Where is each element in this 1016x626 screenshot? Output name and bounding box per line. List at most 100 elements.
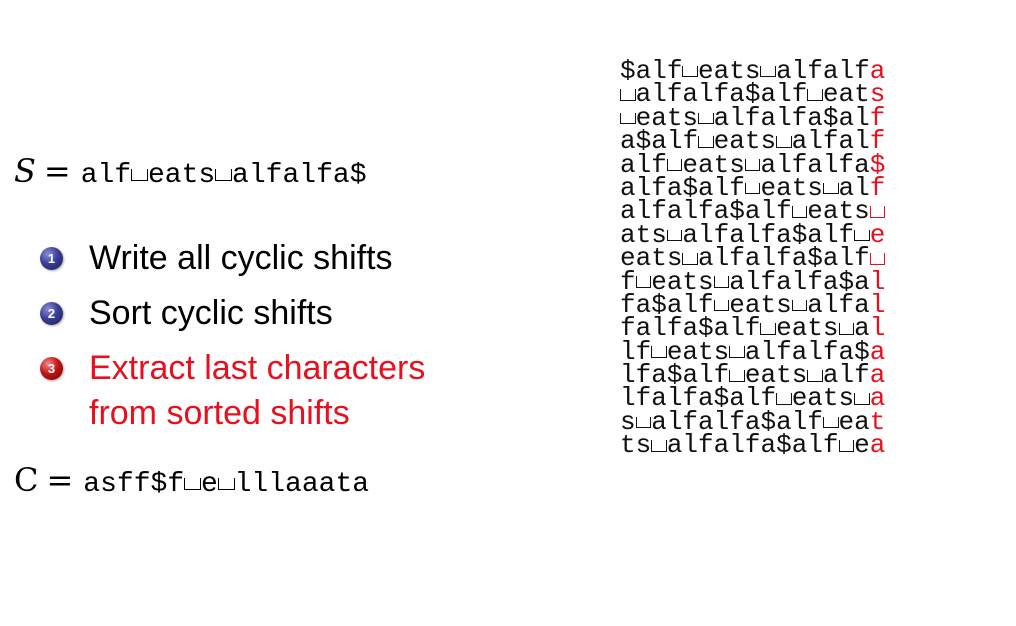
formula-s-value: alf eats alfalfa$ — [80, 160, 367, 191]
shift-row: $alf eats alfalfa — [620, 58, 885, 84]
step-1: 1 Write all cyclic shifts — [40, 236, 425, 281]
formula-s-lhs: S — [14, 152, 36, 190]
formula-c-value: asff$f e lllaaata — [83, 469, 370, 500]
numbered-ball-icon: 2 — [40, 302, 63, 325]
shift-row-prefix: eats alfalfa$al — [620, 103, 870, 133]
shift-row: lf eats alfalfa$a — [620, 339, 885, 365]
step-2: 2 Sort cyclic shifts — [40, 291, 425, 336]
shift-row-last-char: s — [869, 79, 886, 110]
shift-row: falfa$alf eats al — [620, 315, 885, 341]
shift-row: alfalfa$alf eats — [620, 198, 886, 224]
visible-space-icon — [635, 416, 652, 429]
visible-space-icon — [744, 182, 761, 195]
shift-row-prefix: f eats alfalfa$a — [620, 266, 870, 297]
shift-row-prefix: ats alfalfa$alf — [620, 220, 870, 250]
shift-row: eats alfalfa$alf — [620, 245, 886, 271]
shift-row-prefix: eats alfalfa$alf — [620, 243, 870, 274]
visible-space-icon — [713, 276, 730, 288]
visible-space-icon — [620, 112, 636, 125]
visible-space-icon — [666, 229, 683, 242]
shift-row-last-char — [869, 196, 886, 226]
shift-row-last-char: f — [869, 102, 886, 133]
formula-s-equals: = — [43, 152, 71, 190]
visible-space-icon — [838, 323, 855, 335]
shift-row-last-char: a — [869, 383, 886, 414]
shift-row: alfa$alf eats alf — [620, 175, 885, 201]
shift-row-prefix: alfalfa$alf eat — [620, 79, 870, 109]
visible-space-icon — [682, 252, 699, 265]
visible-space-icon — [666, 159, 683, 172]
shift-row-last-char: a — [869, 56, 886, 86]
visible-space-icon — [744, 159, 761, 172]
step-3: 3 Extract last characters from sorted sh… — [40, 346, 425, 436]
shift-row-prefix: alfalfa$alf eats — [620, 196, 870, 227]
visible-space-icon — [854, 393, 870, 405]
visible-space-icon — [217, 477, 235, 491]
visible-space-icon — [682, 65, 699, 78]
visible-space-icon — [869, 206, 886, 218]
visible-space-icon — [822, 416, 839, 429]
visible-space-icon — [698, 135, 714, 148]
visible-space-icon — [215, 168, 233, 182]
shift-row: fa$alf eats alfal — [620, 292, 885, 318]
formula-c-equals: = — [46, 461, 74, 499]
visible-space-icon — [131, 168, 148, 182]
shift-row-last-char: l — [869, 266, 886, 297]
visible-space-icon — [651, 346, 667, 359]
visible-space-icon — [807, 369, 823, 382]
visible-space-icon — [854, 229, 870, 242]
shift-row-last-char: e — [869, 219, 886, 250]
shift-row: eats alfalfa$alf — [620, 105, 885, 131]
visible-space-icon — [760, 323, 777, 335]
visible-space-icon — [822, 182, 839, 195]
shift-row: a$alf eats alfalf — [620, 128, 885, 154]
visible-space-icon — [729, 369, 745, 382]
visible-space-icon — [635, 276, 652, 288]
visible-space-icon — [776, 135, 792, 148]
shift-row-prefix: alf eats alfalfa — [620, 149, 870, 180]
shift-row-last-char: a — [869, 430, 886, 461]
shift-row-last-char: l — [869, 289, 886, 320]
visible-space-icon — [838, 440, 855, 452]
shift-row-last-char: l — [869, 313, 886, 344]
shift-row: alfalfa$alf eats — [620, 81, 885, 107]
numbered-ball-icon: 3 — [40, 357, 63, 380]
shift-row-last-char: f — [869, 126, 886, 157]
formula-s: S = alf eats alfalfa$ — [14, 153, 367, 194]
visible-space-icon — [651, 440, 667, 452]
shift-row-prefix: lfalfa$alf eats — [620, 383, 870, 413]
shift-row-last-char: $ — [869, 149, 886, 180]
formula-c: C = asff$f e lllaaata — [14, 462, 369, 503]
visible-space-icon — [729, 346, 745, 359]
visible-space-icon — [620, 89, 636, 101]
visible-space-icon — [713, 299, 730, 312]
shift-row-prefix: ts alfalfa$alf e — [620, 430, 870, 461]
visible-space-icon — [760, 65, 777, 78]
shift-row: s alfalfa$alf eat — [620, 409, 885, 435]
sorted-shifts-table: $alf eats alfalfa alfalfa$alf eats eats alfalf… — [620, 58, 886, 458]
shift-row-prefix: s alfalfa$alf ea — [620, 406, 870, 437]
shift-row-prefix: falfa$alf eats a — [620, 313, 870, 344]
visible-space-icon — [184, 477, 201, 491]
shift-row-prefix: a$alf eats alfal — [620, 126, 870, 157]
shift-row-prefix: $alf eats alfalf — [620, 56, 870, 86]
shift-row: alf eats alfalfa$ — [620, 152, 885, 178]
shift-row-prefix: fa$alf eats alfa — [620, 289, 870, 320]
shift-row-prefix: lf eats alfalfa$ — [620, 336, 870, 367]
visible-space-icon — [698, 112, 714, 125]
shift-row: lfa$alf eats alfa — [620, 362, 885, 388]
shift-row: f eats alfalfa$al — [620, 269, 885, 295]
shift-row: lfalfa$alf eats a — [620, 385, 885, 411]
shift-row: ts alfalfa$alf ea — [620, 432, 885, 458]
shift-row-last-char: a — [869, 360, 886, 391]
visible-space-icon — [807, 89, 823, 101]
shift-row: ats alfalfa$alf e — [620, 222, 885, 248]
formula-c-lhs: C — [14, 461, 39, 499]
shift-row-last-char — [869, 243, 886, 273]
visible-space-icon — [869, 252, 886, 265]
step-2-text: Sort cyclic shifts — [89, 294, 333, 332]
step-3-text-line-1: Extract last characters — [89, 349, 426, 387]
step-1-text: Write all cyclic shifts — [89, 239, 393, 277]
step-3-text-line-2: from sorted shifts — [89, 394, 350, 432]
visible-space-icon — [776, 393, 792, 405]
